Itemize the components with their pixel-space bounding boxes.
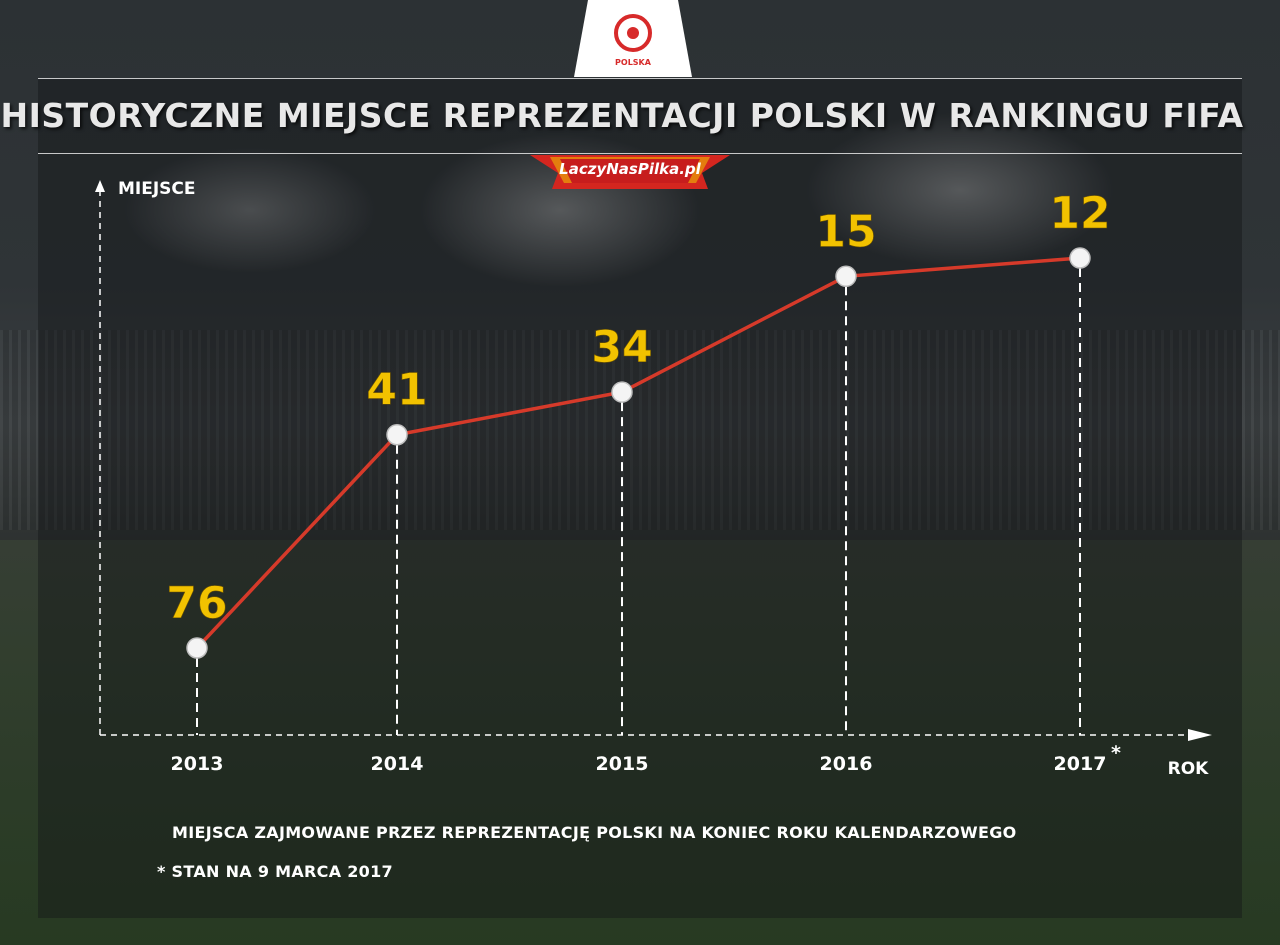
value-label: 41 [366, 365, 427, 416]
x-tick-label: 2014 [371, 753, 424, 775]
y-axis-title: MIEJSCE [118, 179, 196, 199]
x-tick-footnote-mark: * [1111, 742, 1121, 764]
value-labels: 76 41 34 15 12 [166, 188, 1111, 630]
data-points [186, 247, 1091, 659]
stadium-stands [0, 330, 1280, 530]
y-axis-arrow-icon [95, 180, 105, 192]
data-point [611, 381, 633, 403]
value-label: 34 [591, 322, 652, 373]
pitch-background [0, 540, 1280, 945]
x-tick-labels: 2013 2014 2015 2016 2017 * [171, 742, 1121, 775]
footnote-date: * STAN NA 9 MARCA 2017 [157, 862, 393, 881]
value-label: 15 [815, 206, 876, 257]
data-point [386, 423, 408, 446]
footnote-main: MIEJSCA ZAJMOWANE PRZEZ REPREZENTACJĘ PO… [172, 823, 1017, 842]
x-tick-label: 2015 [596, 753, 649, 775]
data-point [835, 265, 857, 288]
x-axis-title: ROK [1168, 759, 1210, 779]
drop-lines [196, 268, 1081, 735]
x-tick-label: 2017 [1054, 753, 1107, 775]
value-label: 76 [166, 578, 227, 629]
chart-axes [95, 180, 1212, 741]
title-divider [38, 153, 1242, 154]
top-divider [38, 78, 1242, 79]
series-line [195, 256, 1081, 650]
badge-text: POLSKA [615, 58, 652, 67]
x-tick-label: 2013 [171, 753, 224, 775]
data-point [1069, 247, 1091, 269]
value-label: 12 [1049, 188, 1110, 239]
pzpn-badge: POLSKA [574, 0, 692, 77]
x-axis-arrow-icon [1188, 729, 1212, 741]
data-point [186, 637, 208, 659]
brand-text: LaczyNasPilka.pl [559, 160, 701, 178]
chart-panel [38, 78, 1242, 918]
x-tick-label: 2016 [820, 753, 873, 775]
page-title: HISTORYCZNE MIEJSCE REPREZENTACJI POLSKI… [0, 96, 1244, 135]
brand-logo [530, 155, 730, 189]
eagle-emblem-icon [614, 14, 652, 52]
